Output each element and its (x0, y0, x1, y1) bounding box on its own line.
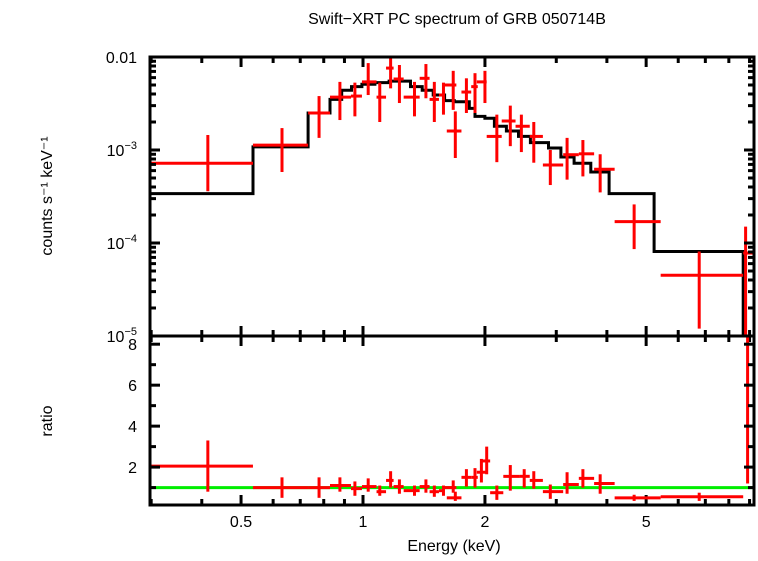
ratio-panel-frame (148, 334, 756, 507)
y-tick-label: 6 (128, 378, 137, 395)
ratio-data-point (330, 477, 351, 492)
spectrum-data-point (386, 57, 394, 89)
ratio-data-point (361, 478, 377, 492)
spectrum-data-point (471, 73, 478, 113)
y-tick-label: 4 (128, 419, 137, 436)
spectrum-data-point (501, 105, 516, 147)
ratio-panel: 2 4 6 8 0.5 1 2 5 (128, 334, 756, 531)
ratio-data-point (529, 471, 543, 489)
spectrum-panel: 0.01 10−3 10−4 10−5 (106, 50, 756, 505)
x-tick-label: 0.5 (230, 514, 252, 531)
y-axis-label-ratio: ratio (39, 405, 56, 436)
spectrum-data-point (429, 81, 439, 123)
ratio-data-point (614, 494, 661, 501)
spectrum-data-point (529, 122, 543, 163)
spectrum-data-point (438, 82, 445, 115)
ratio-data-point (444, 480, 457, 493)
spectrum-data-point (515, 114, 530, 153)
spectrum-data-point (563, 137, 579, 180)
ratio-data-point (481, 446, 491, 475)
y-tick-label: 2 (128, 460, 137, 477)
spectrum-data-point (444, 70, 457, 110)
y-tick-label: 10−3 (107, 140, 137, 160)
ratio-data-point (376, 485, 387, 496)
spectrum-data-point (542, 150, 564, 186)
ratio-data-point (743, 334, 754, 484)
spectrum-data-point (361, 63, 377, 96)
y-tick-label: 10−4 (107, 233, 137, 253)
spectrum-data-point (403, 81, 420, 117)
spectrum-data-point (150, 134, 253, 192)
spectrum-data-point (330, 81, 351, 121)
spectrum-data-point (476, 70, 487, 104)
ratio-data-point (476, 458, 487, 483)
ratio-data-point (542, 484, 564, 499)
y-tick-label: 0.01 (106, 50, 137, 67)
spectrum-data-point (252, 128, 309, 173)
spectrum-data-point (350, 82, 362, 117)
ratio-data-point (503, 465, 520, 491)
model-step-line (150, 79, 754, 338)
ratio-data-point (594, 474, 615, 494)
chart-title: Swift−XRT PC spectrum of GRB 050714B (308, 11, 606, 28)
ratio-data-point (563, 472, 579, 494)
ratio-data-point (150, 440, 253, 492)
spectrum-data-point (308, 96, 331, 138)
ratio-data-point (660, 492, 744, 501)
ratio-data-point (429, 485, 439, 497)
ratio-data-point (252, 477, 309, 498)
x-tick-label: 2 (480, 514, 489, 531)
spectrum-data-point (376, 82, 387, 123)
spectrum-data-point (419, 64, 430, 99)
spectrum-data-point (486, 114, 502, 163)
spectrum-data-point (578, 140, 595, 177)
x-axis-label: Energy (keV) (407, 538, 500, 555)
ratio-data-point (386, 471, 394, 488)
spectrum-data-point (614, 204, 661, 250)
model-step-path (150, 79, 754, 338)
ratio-data-point (393, 479, 404, 494)
ratio-data-point (419, 479, 430, 493)
spectrum-data-point (393, 65, 404, 104)
ratio-data-point (403, 485, 420, 496)
y-axis-label-spectrum: counts s⁻¹ keV⁻¹ (39, 136, 56, 255)
y-tick-label: 8 (128, 337, 137, 354)
y-tick-label: 10−5 (107, 326, 137, 346)
x-tick-label: 1 (359, 514, 368, 531)
ratio-data-point (438, 485, 445, 496)
spectrum-data-point (446, 111, 462, 159)
x-tick-labels: 0.5 1 2 5 (230, 514, 651, 531)
ratio-data-point (350, 481, 362, 496)
ratio-data-point (446, 491, 462, 501)
x-tick-label: 5 (642, 514, 651, 531)
ratio-data-point (308, 477, 331, 498)
ratio-data-point (471, 468, 478, 488)
spectrum-axis-ticks (149, 55, 754, 505)
spectrum-y-tick-labels: 0.01 10−3 10−4 10−5 (106, 50, 137, 346)
ratio-data-point (519, 469, 530, 488)
spectrum-data-point (461, 78, 472, 113)
ratio-data-point (461, 469, 472, 487)
ratio-data-point (490, 485, 504, 500)
spectrum-data-point (660, 251, 744, 329)
spectrum-data-points (150, 57, 754, 336)
spectrum-data-point (594, 154, 615, 193)
ratio-data-points (150, 334, 754, 501)
ratio-y-tick-labels: 2 4 6 8 (128, 337, 137, 477)
ratio-data-point (578, 469, 595, 488)
ratio-axis-ticks (150, 342, 754, 490)
